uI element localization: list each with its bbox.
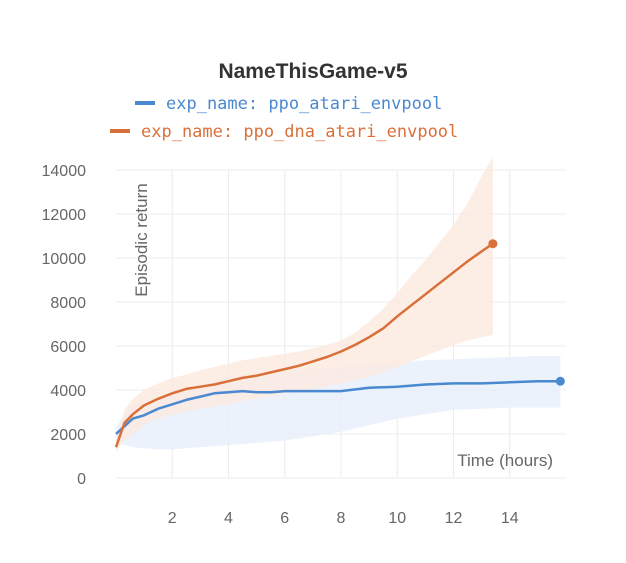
legend-label-1[interactable]: exp_name: ppo_dna_atari_envpool (141, 122, 458, 142)
series-endpoint-0[interactable] (555, 376, 565, 386)
confidence-bands (116, 156, 561, 452)
y-axis-label: Episodic return (132, 183, 151, 296)
x-tick-label: 14 (501, 510, 519, 527)
series-line-1 (114, 242, 494, 448)
series-lines (114, 239, 565, 448)
confidence-band-1 (116, 156, 493, 452)
x-axis-ticks: 2 4 6 8 10 12 14 (168, 510, 519, 527)
x-tick-label: 10 (388, 510, 406, 527)
x-axis-label: Time (hours) (457, 451, 553, 470)
legend-label-0[interactable]: exp_name: ppo_atari_envpool (166, 94, 442, 114)
y-tick-label: 8000 (50, 295, 86, 312)
x-tick-label: 6 (280, 510, 289, 527)
y-tick-label: 2000 (50, 427, 86, 444)
chart-title: NameThisGame-v5 (218, 60, 407, 83)
y-tick-label: 0 (77, 471, 86, 488)
series-line-0 (115, 379, 561, 435)
y-tick-label: 12000 (42, 207, 87, 224)
y-tick-label: 4000 (50, 383, 86, 400)
x-tick-label: 12 (445, 510, 463, 527)
y-tick-label: 6000 (50, 339, 86, 356)
series-endpoint-1[interactable] (488, 239, 498, 249)
y-axis-ticks: 0 2000 4000 6000 8000 10000 12000 14000 (42, 163, 87, 488)
x-tick-label: 8 (337, 510, 346, 527)
x-tick-label: 4 (224, 510, 233, 527)
y-tick-label: 14000 (42, 163, 87, 180)
y-tick-label: 10000 (42, 251, 87, 268)
legend[interactable]: exp_name: ppo_atari_envpool exp_name: pp… (110, 94, 458, 142)
x-tick-label: 2 (168, 510, 177, 527)
